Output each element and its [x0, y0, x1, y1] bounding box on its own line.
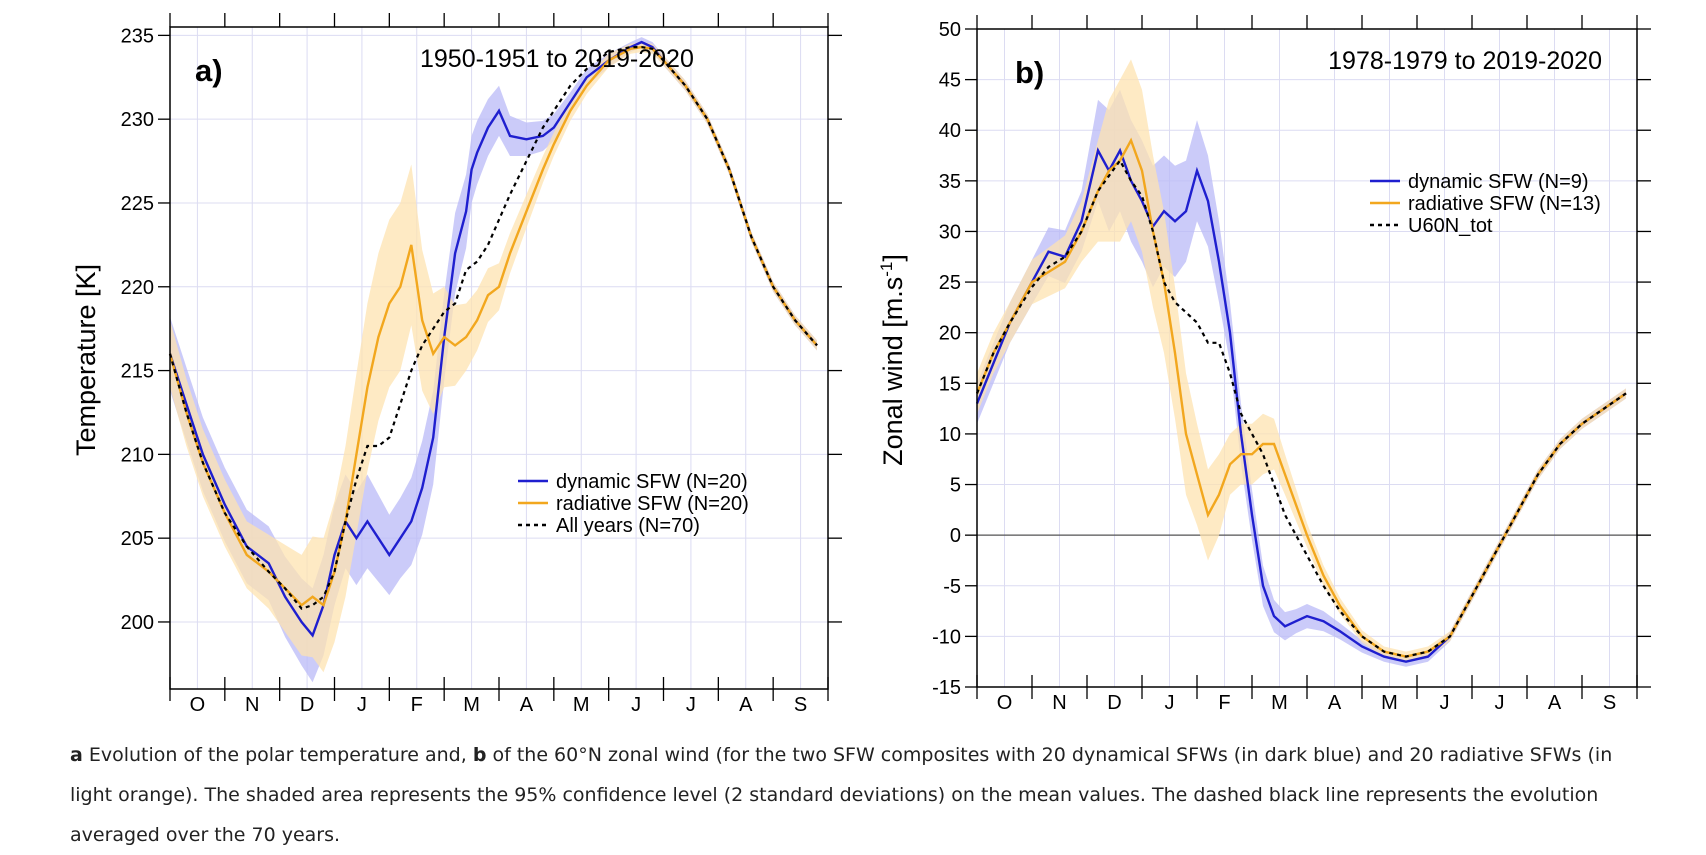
y-tick-label: 215 [121, 361, 154, 383]
y-tick-label: 20 [939, 323, 961, 345]
y-tick-label: 230 [121, 109, 154, 131]
x-tick-label: M [573, 694, 590, 716]
x-tick-label: J [357, 694, 367, 716]
legend-label: dynamic SFW (N=9) [1408, 171, 1589, 193]
panel-b: -15 -10 -5 0 5 10 15 20 25 30 35 40 45 50 O N D J F M A M J J A S… [877, 15, 1651, 714]
confidence-band-radiative [977, 59, 1626, 662]
y-tick-label: 25 [939, 272, 961, 294]
legend: dynamic SFW (N=9)radiative SFW (N=13)U60… [1370, 171, 1601, 237]
y-axis-label: Zonal wind [m.s-1] [877, 254, 908, 466]
figure-caption: a Evolution of the polar temperature and… [70, 735, 1630, 855]
x-tick-label: A [520, 694, 534, 716]
x-tick-label: J [1440, 692, 1450, 714]
y-tick-label: 200 [121, 612, 154, 634]
caption-label-a: a [70, 744, 83, 766]
x-tick-label: F [1218, 692, 1230, 714]
x-tick-label: O [997, 692, 1013, 714]
panel-label: a) [195, 53, 223, 88]
y-tick-label: 35 [939, 171, 961, 193]
x-tick-label: N [245, 694, 259, 716]
y-tick-label: 15 [939, 373, 961, 395]
plot-background [977, 29, 1637, 687]
y-tick-label: -10 [932, 626, 961, 648]
x-tick-label: D [300, 694, 314, 716]
x-tick-label: S [1603, 692, 1616, 714]
legend-label: dynamic SFW (N=20) [556, 471, 748, 493]
x-tick-label: F [411, 694, 423, 716]
y-tick-label: 50 [939, 19, 961, 41]
x-tick-label: M [1381, 692, 1398, 714]
y-tick-label: 10 [939, 424, 961, 446]
series-line-all [168, 46, 818, 610]
panel-title: 1950-1951 to 2019-2020 [420, 45, 694, 73]
x-tick-label: A [1548, 692, 1562, 714]
panel-a: 200 205 210 215 220 225 230 235 O N D J F M A M J J A Sa) 19… [71, 13, 842, 716]
caption-label-b: b [472, 744, 487, 766]
gridlines [170, 27, 828, 689]
y-axis-label-text: Temperature [K] [71, 264, 101, 456]
y-tick-label: -5 [943, 576, 961, 598]
x-tick-label: A [1328, 692, 1342, 714]
y-tick-label: 225 [121, 193, 154, 215]
legend-label: radiative SFW (N=13) [1408, 193, 1601, 215]
x-tick-label: D [1107, 692, 1121, 714]
y-tick-label: 45 [939, 70, 961, 92]
caption-text-1: Evolution of the polar temperature and, [82, 744, 473, 766]
confidence-band-radiative [170, 42, 817, 673]
x-tick-label: M [1271, 692, 1288, 714]
y-axis-label-close: ] [878, 254, 908, 262]
series-line-all [975, 158, 1627, 658]
y-axis-label: Temperature [K] [71, 264, 101, 456]
y-axis-label-superscript: -1 [877, 262, 896, 277]
y-tick-label: 205 [121, 528, 154, 550]
panel-title: 1978-1979 to 2019-2020 [1328, 47, 1602, 75]
y-tick-label: 0 [950, 525, 961, 547]
legend: dynamic SFW (N=20)radiative SFW (N=20)Al… [518, 471, 749, 537]
panel-label: b) [1015, 55, 1044, 90]
x-tick-label: M [463, 694, 480, 716]
legend-label: radiative SFW (N=20) [556, 493, 749, 515]
y-tick-label: 40 [939, 120, 961, 142]
y-tick-label: 210 [121, 444, 154, 466]
x-tick-label: J [686, 694, 696, 716]
legend-label: All years (N=70) [556, 515, 700, 537]
y-tick-label: 220 [121, 277, 154, 299]
x-tick-label: A [739, 694, 753, 716]
x-tick-label: S [794, 694, 807, 716]
y-tick-label: 5 [950, 475, 961, 497]
y-axis-label-text: Zonal wind [m.s [878, 277, 908, 466]
x-tick-label: J [1495, 692, 1505, 714]
x-tick-label: J [631, 694, 641, 716]
caption-text-2: of the 60°N zonal wind (for the two SFW … [70, 744, 1613, 846]
x-tick-label: O [190, 694, 206, 716]
y-tick-label: 235 [121, 25, 154, 47]
x-tick-label: J [1165, 692, 1175, 714]
legend-label: U60N_tot [1408, 215, 1493, 237]
y-tick-label: -15 [932, 677, 961, 699]
y-tick-label: 30 [939, 221, 961, 243]
x-tick-label: N [1052, 692, 1066, 714]
